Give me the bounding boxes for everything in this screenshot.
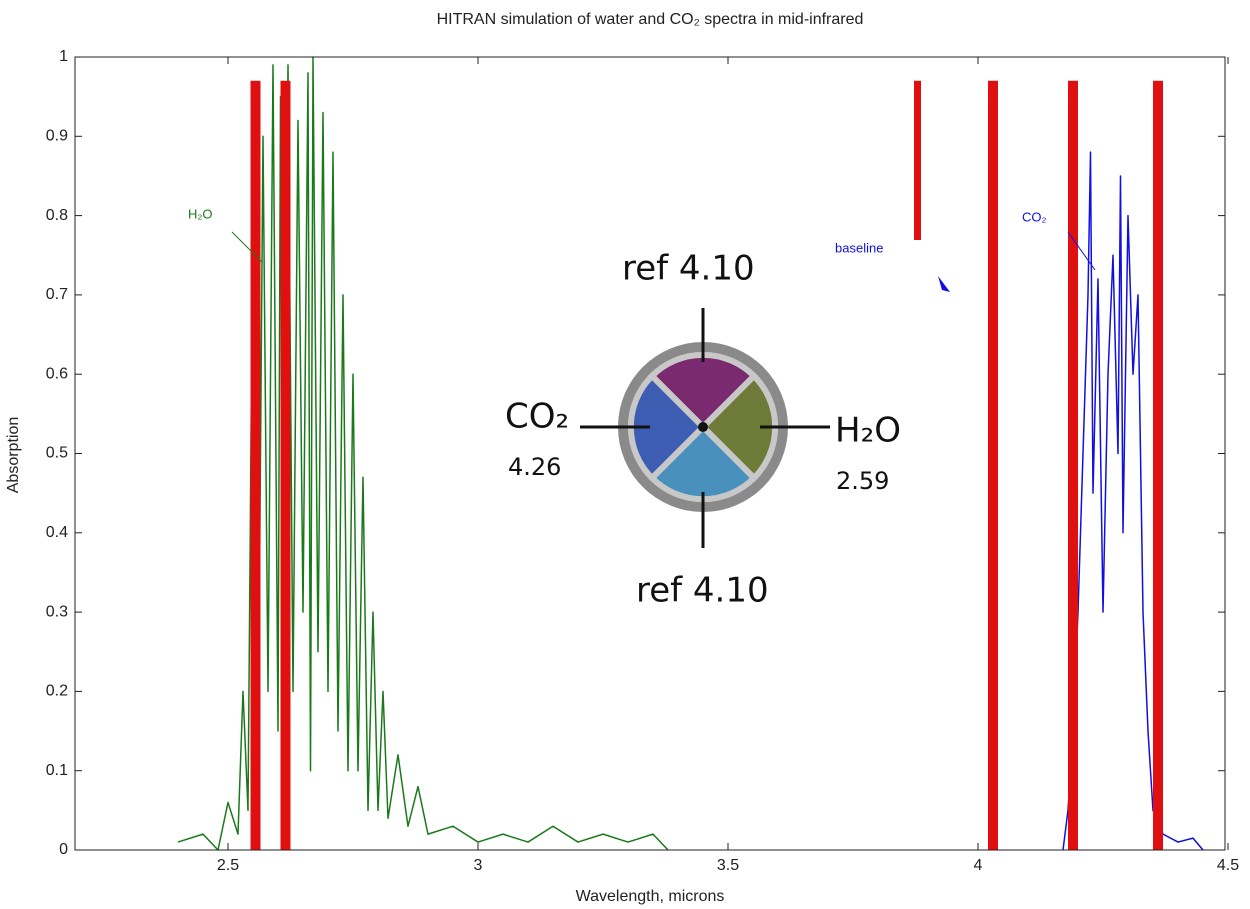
wheel-hub: [698, 422, 708, 432]
y-tick-label: 0.3: [46, 603, 68, 620]
wheel-right-value: 2.59: [836, 467, 889, 495]
y-tick-label: 0.9: [46, 128, 68, 145]
filter-band: [1068, 80, 1078, 851]
h2o-annotation: H₂O: [188, 206, 213, 221]
chart-title: HITRAN simulation of water and CO₂ spect…: [437, 11, 864, 28]
wheel-left-value: 4.26: [508, 453, 561, 481]
y-tick-label: 0.1: [46, 762, 68, 779]
y-axis-label: Absorption: [5, 417, 22, 494]
co2-annotation: CO₂: [1022, 209, 1047, 224]
y-tick-label: 0: [59, 841, 68, 858]
x-tick-label: 4: [974, 857, 983, 874]
x-tick-label: 3.5: [717, 857, 739, 874]
y-tick-label: 0.4: [46, 524, 68, 541]
h2o-leader: [231, 231, 263, 263]
spectrum-line: [1062, 151, 1204, 851]
y-tick-label: 1: [59, 48, 68, 65]
filter-band: [1153, 80, 1163, 851]
plot-gap: [890, 240, 938, 849]
wheel-left-label: CO₂: [505, 397, 569, 437]
y-tick-label: 0.6: [46, 365, 68, 382]
y-tick-label: 0.5: [46, 445, 68, 462]
x-tick-label: 4.5: [1217, 857, 1239, 874]
wheel-leaders: [580, 308, 830, 548]
x-axis-label: Wavelength, microns: [576, 888, 725, 905]
filter-band: [280, 80, 291, 851]
plot-frame: [74, 56, 1226, 851]
co2-leader: [1067, 231, 1096, 271]
wheel-bottom-label: ref 4.10: [636, 571, 769, 611]
filter-band: [250, 80, 261, 851]
y-tick-label: 0.2: [46, 683, 68, 700]
x-tick-label: 3: [474, 857, 483, 874]
baseline-label: baseline: [835, 240, 883, 255]
baseline-arrow: [938, 276, 950, 292]
wheel-right-label: H₂O: [835, 411, 901, 451]
filter-wheel: ref 4.10 ref 4.10 CO₂ 4.26 H₂O 2.59: [505, 249, 901, 611]
x-tick-label: 2.5: [217, 857, 239, 874]
filter-band: [988, 80, 998, 851]
plot-gap: [890, 851, 938, 854]
y-tick-label: 0.8: [46, 207, 68, 224]
y-tick-label: 0.7: [46, 286, 68, 303]
wheel-top-label: ref 4.10: [622, 249, 755, 289]
baseline-band: [914, 80, 921, 248]
plot-area: 0 0.1 0.2 0.3 0.4 0.5 0.6 0.7 0.8 0.9 1 2.5 3 3.5 4 4.5…: [46, 48, 1239, 874]
